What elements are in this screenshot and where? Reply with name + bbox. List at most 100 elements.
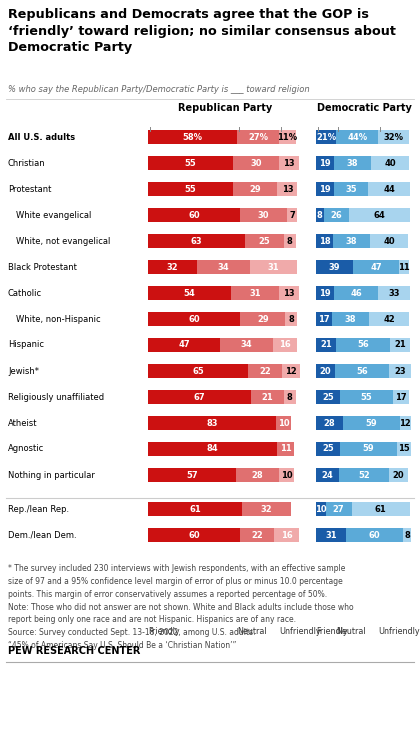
Text: 60: 60 (189, 530, 200, 539)
Text: 40: 40 (384, 159, 396, 168)
Text: 25: 25 (322, 393, 334, 402)
Text: Jewish*: Jewish* (8, 366, 39, 375)
Text: 25: 25 (322, 444, 334, 453)
Text: 40: 40 (383, 236, 395, 245)
Text: 19: 19 (319, 184, 331, 193)
Text: 7: 7 (289, 211, 295, 220)
Text: 32: 32 (261, 505, 273, 514)
Text: 47: 47 (370, 262, 382, 271)
Text: 21%: 21% (316, 132, 336, 141)
Text: 8: 8 (289, 314, 294, 323)
Text: 61: 61 (189, 505, 201, 514)
Text: 20: 20 (393, 471, 404, 480)
Text: 12: 12 (285, 366, 297, 375)
Text: 55: 55 (184, 159, 196, 168)
Text: 21: 21 (394, 341, 406, 350)
Text: 12: 12 (399, 419, 411, 427)
Text: Friendly: Friendly (148, 627, 180, 636)
Text: 38: 38 (347, 159, 358, 168)
Text: 22: 22 (259, 366, 271, 375)
Text: 25: 25 (258, 236, 270, 245)
Text: 59: 59 (362, 444, 374, 453)
Text: 27%: 27% (248, 132, 268, 141)
Text: Nothing in particular: Nothing in particular (8, 471, 95, 480)
Text: 15: 15 (398, 444, 410, 453)
Text: 57: 57 (186, 471, 198, 480)
Text: Republicans and Democrats agree that the GOP is
‘friendly’ toward religion; no s: Republicans and Democrats agree that the… (8, 8, 396, 54)
Text: 61: 61 (375, 505, 387, 514)
Text: 28: 28 (324, 419, 335, 427)
Text: 11%: 11% (277, 132, 297, 141)
Text: White, not evangelical: White, not evangelical (16, 236, 110, 245)
Text: 29: 29 (257, 314, 268, 323)
Text: 60: 60 (189, 211, 200, 220)
Text: 32: 32 (167, 262, 178, 271)
Text: 20: 20 (320, 366, 331, 375)
Text: 13: 13 (283, 289, 295, 298)
Text: Unfriendly: Unfriendly (378, 627, 420, 636)
Text: 11: 11 (280, 444, 292, 453)
Text: 63: 63 (191, 236, 202, 245)
Text: 44%: 44% (347, 132, 368, 141)
Text: 27: 27 (333, 505, 344, 514)
Text: 42: 42 (383, 314, 395, 323)
Text: 35: 35 (345, 184, 357, 193)
Text: 38: 38 (345, 314, 356, 323)
Text: 16: 16 (281, 530, 292, 539)
Text: 13: 13 (281, 184, 293, 193)
Text: 31: 31 (249, 289, 261, 298)
Text: 52: 52 (358, 471, 370, 480)
Text: 34: 34 (241, 341, 252, 350)
Text: 44: 44 (383, 184, 395, 193)
Text: 8: 8 (287, 236, 293, 245)
Text: Catholic: Catholic (8, 289, 42, 298)
Text: 13: 13 (283, 159, 295, 168)
Text: White, non-Hispanic: White, non-Hispanic (16, 314, 101, 323)
Text: 39: 39 (329, 262, 341, 271)
Text: 31: 31 (268, 262, 279, 271)
Text: 34: 34 (218, 262, 229, 271)
Text: 30: 30 (250, 159, 262, 168)
Text: 18: 18 (319, 236, 331, 245)
Text: 84: 84 (207, 444, 218, 453)
Text: 23: 23 (394, 366, 406, 375)
Text: Religiously unaffiliated: Religiously unaffiliated (8, 393, 104, 402)
Text: Atheist: Atheist (8, 419, 37, 427)
Text: 8: 8 (287, 393, 293, 402)
Text: 65: 65 (192, 366, 204, 375)
Text: 46: 46 (350, 289, 362, 298)
Text: White evangelical: White evangelical (16, 211, 92, 220)
Text: Hispanic: Hispanic (8, 341, 44, 350)
Text: Neutral: Neutral (237, 627, 267, 636)
Text: 56: 56 (357, 341, 369, 350)
Text: 21: 21 (320, 341, 332, 350)
Text: 8: 8 (404, 530, 410, 539)
Text: 60: 60 (369, 530, 381, 539)
Text: 33: 33 (388, 289, 400, 298)
Text: 58%: 58% (183, 132, 203, 141)
Text: 60: 60 (189, 314, 200, 323)
Text: 38: 38 (346, 236, 357, 245)
Text: Black Protestant: Black Protestant (8, 262, 77, 271)
Text: 19: 19 (319, 289, 331, 298)
Text: 54: 54 (184, 289, 195, 298)
Text: 10: 10 (281, 471, 292, 480)
Text: 59: 59 (365, 419, 377, 427)
Text: Democratic Party: Democratic Party (317, 103, 412, 113)
Text: Dem./lean Dem.: Dem./lean Dem. (8, 530, 76, 539)
Text: Christian: Christian (8, 159, 46, 168)
Text: 22: 22 (252, 530, 263, 539)
Text: 26: 26 (330, 211, 342, 220)
Text: All U.S. adults: All U.S. adults (8, 132, 75, 141)
Text: Neutral: Neutral (336, 627, 366, 636)
Text: 83: 83 (206, 419, 218, 427)
Text: Agnostic: Agnostic (8, 444, 44, 453)
Text: 55: 55 (184, 184, 196, 193)
Text: 10: 10 (315, 505, 327, 514)
Text: 56: 56 (356, 366, 368, 375)
Text: Friendly: Friendly (316, 627, 348, 636)
Text: % who say the Republican Party/Democratic Party is ___ toward religion: % who say the Republican Party/Democrati… (8, 85, 310, 94)
Text: 8: 8 (317, 211, 323, 220)
Text: 67: 67 (194, 393, 205, 402)
Text: 11: 11 (398, 262, 410, 271)
